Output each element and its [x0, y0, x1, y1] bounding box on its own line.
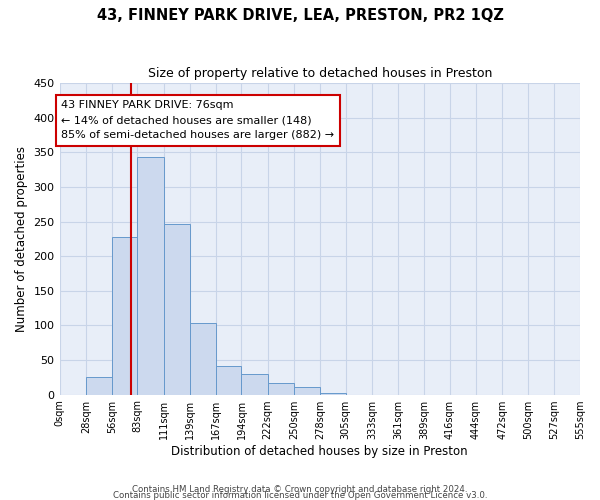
Bar — [190, 324, 216, 394]
Text: 43 FINNEY PARK DRIVE: 76sqm
← 14% of detached houses are smaller (148)
85% of se: 43 FINNEY PARK DRIVE: 76sqm ← 14% of det… — [61, 100, 335, 140]
Y-axis label: Number of detached properties: Number of detached properties — [15, 146, 28, 332]
X-axis label: Distribution of detached houses by size in Preston: Distribution of detached houses by size … — [172, 444, 468, 458]
Bar — [268, 383, 294, 394]
Bar — [294, 387, 320, 394]
Bar — [137, 157, 164, 394]
Text: Contains HM Land Registry data © Crown copyright and database right 2024.: Contains HM Land Registry data © Crown c… — [132, 484, 468, 494]
Bar — [216, 366, 241, 394]
Bar — [241, 374, 268, 394]
Bar — [86, 378, 112, 394]
Text: Contains public sector information licensed under the Open Government Licence v3: Contains public sector information licen… — [113, 490, 487, 500]
Bar — [112, 236, 137, 394]
Title: Size of property relative to detached houses in Preston: Size of property relative to detached ho… — [148, 68, 492, 80]
Bar — [164, 224, 190, 394]
Bar — [320, 393, 346, 394]
Text: 43, FINNEY PARK DRIVE, LEA, PRESTON, PR2 1QZ: 43, FINNEY PARK DRIVE, LEA, PRESTON, PR2… — [97, 8, 503, 22]
